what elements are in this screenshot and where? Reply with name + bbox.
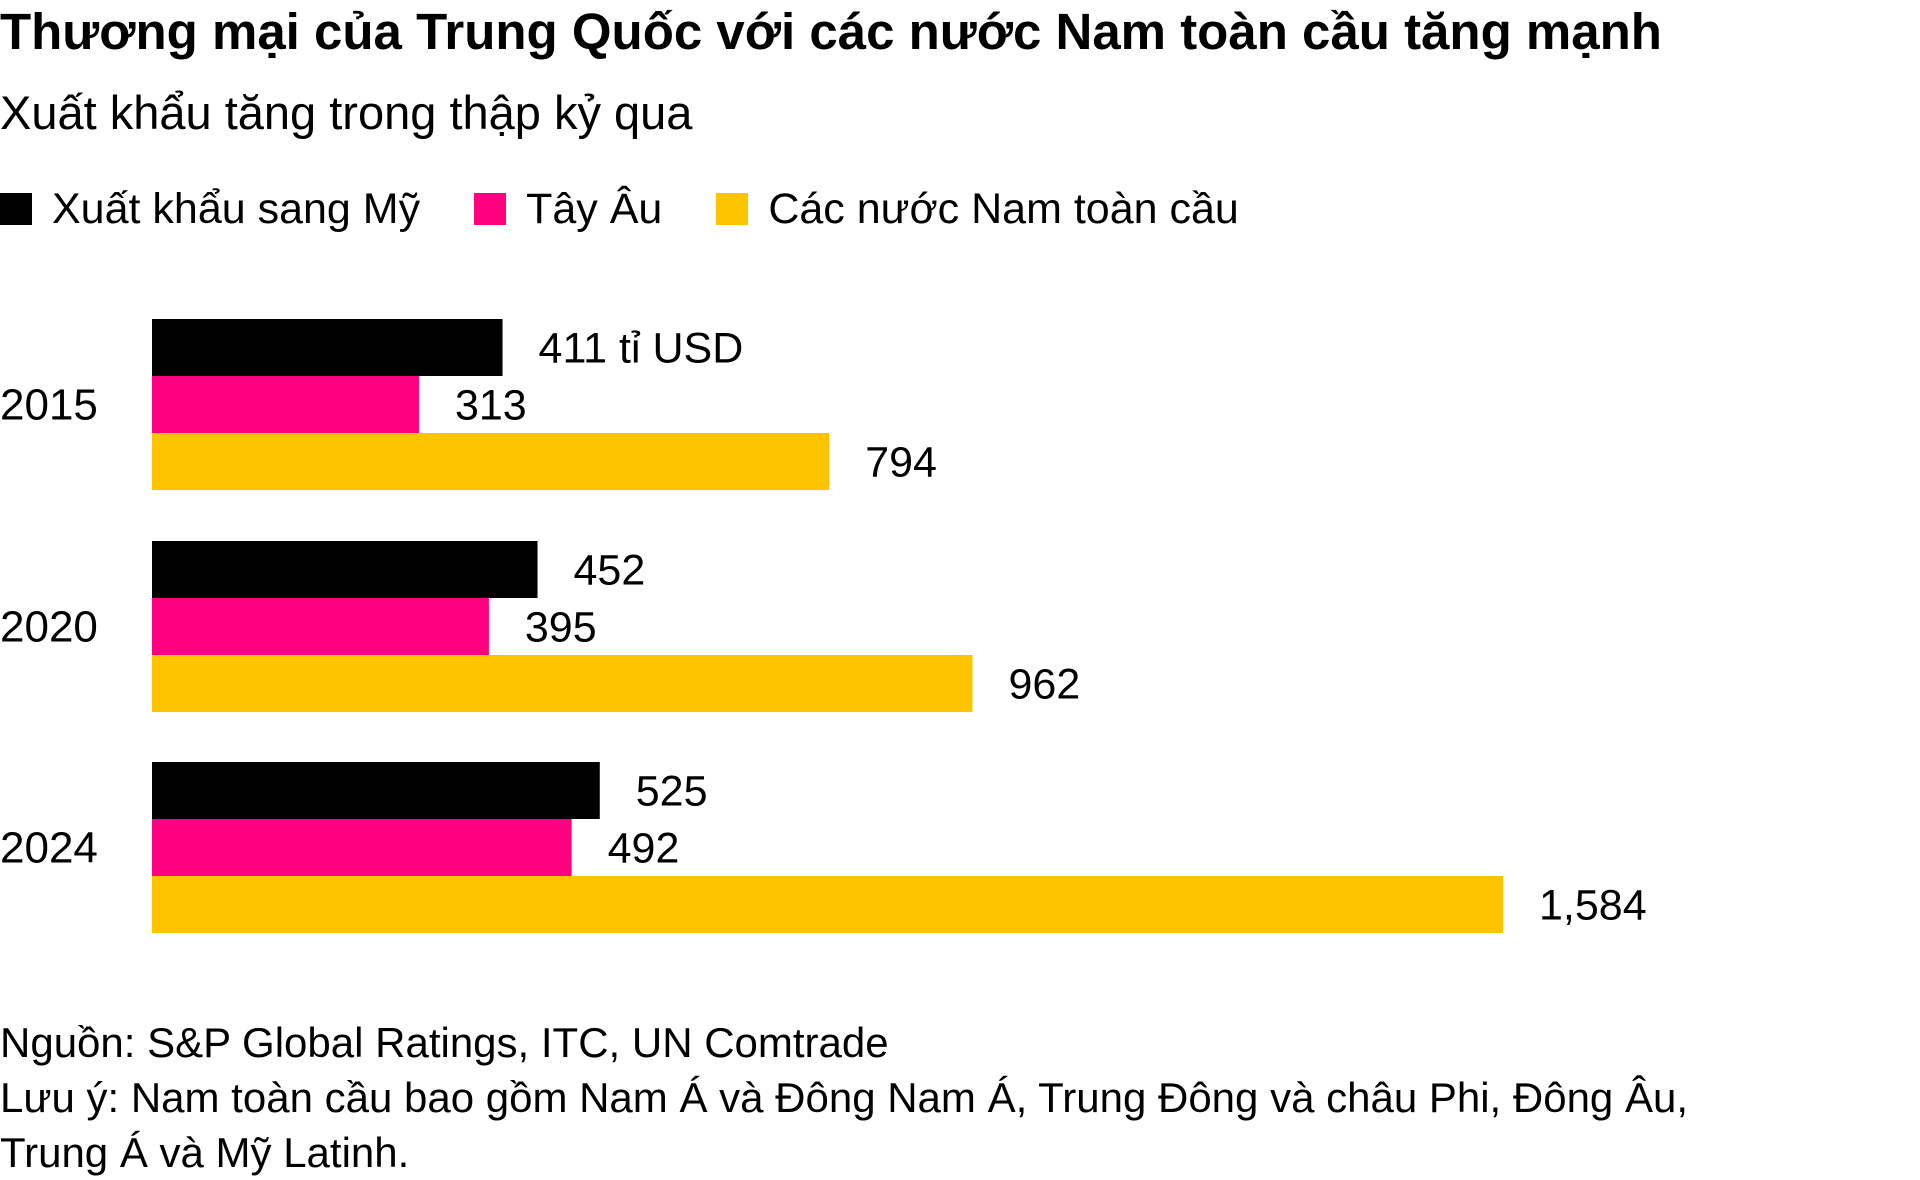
legend-label-us: Xuất khẩu sang Mỹ [52, 184, 421, 233]
chart-footer: Nguồn: S&P Global Ratings, ITC, UN Comtr… [0, 1015, 1900, 1180]
legend-item-global-south: Các nước Nam toàn cầu [716, 184, 1239, 234]
value-label-2024-series-1: 492 [608, 825, 680, 873]
value-label-2024-series-2: 1,584 [1539, 882, 1647, 930]
bar-2020-series-2 [152, 655, 973, 712]
bar-2024-series-0 [152, 762, 600, 819]
legend-item-us: Xuất khẩu sang Mỹ [0, 185, 420, 234]
category-label-2020: 2020 [0, 603, 98, 652]
bar-2024-series-1 [152, 819, 572, 876]
footnote-line-1: Lưu ý: Nam toàn cầu bao gồm Nam Á và Đôn… [0, 1074, 1688, 1121]
bar-2020-series-0 [152, 541, 538, 598]
legend-label-western-europe: Tây Âu [526, 184, 663, 233]
legend-swatch-global-south [716, 193, 749, 225]
bar-2015-series-2 [152, 433, 830, 490]
chart-subtitle: Xuất khẩu tăng trong thập kỷ qua [0, 86, 693, 139]
value-label-2020-series-0: 452 [574, 547, 646, 595]
legend-swatch-western-europe [474, 193, 507, 225]
bar-2015-series-1 [152, 376, 419, 433]
category-label-2024: 2024 [0, 824, 98, 873]
legend: Xuất khẩu sang Mỹ Tây Âu Các nước Nam to… [0, 183, 1293, 235]
value-label-2015-series-1: 313 [455, 382, 527, 430]
source-note: Nguồn: S&P Global Ratings, ITC, UN Comtr… [0, 1019, 889, 1066]
bar-2020-series-1 [152, 598, 489, 655]
legend-label-global-south: Các nước Nam toàn cầu [768, 184, 1239, 233]
category-label-2015: 2015 [0, 381, 98, 430]
footnote-line-2: Trung Á và Mỹ Latinh. [0, 1129, 410, 1176]
bar-2024-series-2 [152, 876, 1503, 933]
chart-title: Thương mại của Trung Quốc với các nước N… [0, 3, 1662, 60]
legend-swatch-us [0, 193, 32, 225]
value-label-2020-series-2: 962 [1008, 661, 1080, 709]
value-label-2020-series-1: 395 [525, 604, 597, 652]
bar-2015-series-0 [152, 319, 503, 376]
value-label-2024-series-0: 525 [636, 768, 708, 816]
value-label-2015-series-2: 794 [865, 439, 937, 487]
legend-item-western-europe: Tây Âu [474, 185, 662, 234]
value-label-2015-series-0: 411 tỉ USD [539, 325, 744, 373]
